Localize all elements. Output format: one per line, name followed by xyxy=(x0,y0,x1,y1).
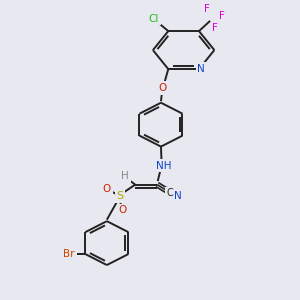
Text: Br: Br xyxy=(64,249,75,259)
Text: H: H xyxy=(121,171,129,182)
Text: S: S xyxy=(116,191,124,201)
Text: F: F xyxy=(204,4,209,14)
Text: Cl: Cl xyxy=(148,14,159,23)
Text: F: F xyxy=(212,23,218,33)
Text: N: N xyxy=(174,191,182,201)
Text: NH: NH xyxy=(156,160,172,171)
Text: O: O xyxy=(103,184,111,194)
Text: C: C xyxy=(167,188,173,198)
Text: N: N xyxy=(197,64,205,74)
Text: F: F xyxy=(219,11,225,21)
Text: O: O xyxy=(158,83,166,93)
Text: O: O xyxy=(118,205,127,215)
